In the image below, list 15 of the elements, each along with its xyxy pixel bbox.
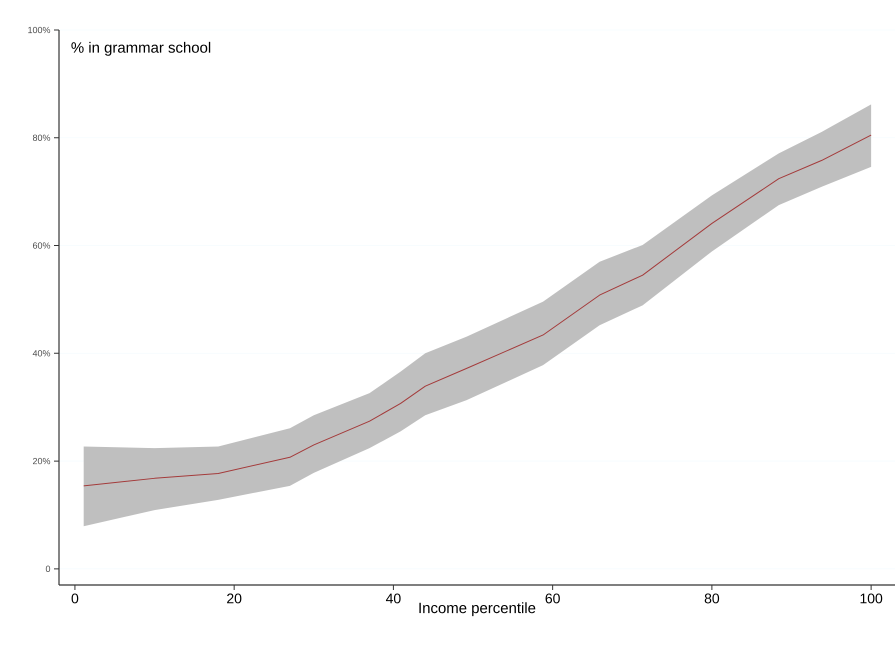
x-tick-label: 100 — [860, 594, 882, 604]
line-series — [83, 134, 872, 486]
x-tick-label: 40 — [386, 594, 401, 604]
x-tick-label: 0 — [72, 594, 78, 604]
y-tick-label: 40% — [32, 350, 50, 356]
x-tick-label: 20 — [227, 594, 242, 604]
y-tick-label: 60% — [32, 242, 50, 249]
annotation: % in grammar school — [71, 42, 210, 56]
y-tick-label: 100% — [28, 26, 50, 34]
x-axis-title: Income percentile — [419, 602, 536, 616]
y-tick-label: 80% — [32, 134, 50, 141]
y-tick-label: 0 — [46, 566, 50, 572]
x-tick-label: 60 — [546, 594, 560, 604]
x-tick-label: 80 — [704, 594, 720, 604]
y-tick-label: 20% — [32, 458, 50, 464]
